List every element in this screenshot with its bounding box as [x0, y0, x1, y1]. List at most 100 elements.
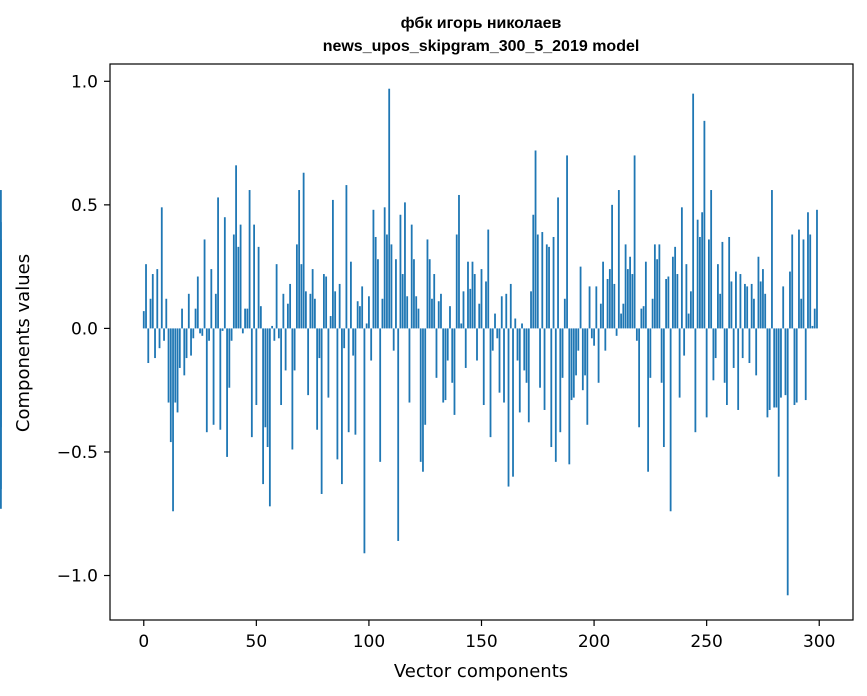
bar-220 — [638, 328, 641, 428]
bar-54 — [264, 328, 267, 428]
bar-155 — [491, 328, 494, 351]
bar-144 — [467, 261, 469, 329]
bar-279 — [771, 190, 773, 329]
x-tick-label: 0 — [138, 632, 149, 652]
bar-122 — [417, 308, 420, 329]
bar-260 — [728, 236, 731, 329]
bar-106 — [381, 298, 384, 329]
x-tick-label: 200 — [578, 632, 610, 652]
bar-73 — [307, 328, 310, 396]
bar-266 — [741, 328, 744, 359]
bar-285 — [784, 328, 787, 396]
bar-208 — [611, 204, 613, 329]
bar-107 — [383, 207, 386, 329]
bar-241 — [685, 264, 688, 329]
bar-56 — [268, 328, 271, 507]
bar-75 — [311, 269, 314, 329]
bar-190 — [570, 328, 573, 401]
bar-261 — [730, 281, 733, 329]
bar-180 — [548, 246, 550, 329]
bar-45 — [244, 308, 246, 329]
bar-70 — [300, 264, 303, 329]
bar-226 — [651, 298, 654, 329]
bar-167 — [518, 328, 521, 413]
bar-199 — [590, 328, 593, 339]
bar-23 — [194, 308, 197, 329]
bar-166 — [516, 328, 519, 361]
bar-250 — [705, 328, 708, 418]
bar-270 — [750, 283, 753, 329]
x-tick-label: 250 — [690, 632, 722, 652]
bar-71 — [302, 172, 305, 329]
bar-174 — [534, 150, 537, 329]
bar-88 — [341, 328, 343, 485]
bar-206 — [606, 278, 609, 329]
x-tick-label: 150 — [465, 632, 497, 652]
bar-79 — [320, 328, 323, 494]
bar-83 — [329, 316, 332, 329]
bar-58 — [273, 328, 276, 341]
bar-124 — [422, 328, 424, 472]
bar-248 — [701, 212, 704, 329]
bar-undefined — [0, 328, 2, 509]
bar-210 — [615, 328, 618, 336]
bar-211 — [617, 190, 620, 329]
bar-164 — [512, 328, 514, 477]
bar-224 — [647, 328, 650, 472]
bar-134 — [444, 328, 447, 401]
bar-157 — [496, 328, 499, 339]
bar-231 — [662, 328, 665, 448]
chart-title-line2: news_upos_skipgram_300_5_2019 model — [323, 38, 640, 55]
bar-235 — [671, 256, 674, 329]
bar-74 — [309, 293, 312, 329]
bar-52 — [259, 306, 262, 329]
bar-150 — [480, 269, 483, 329]
bar-202 — [597, 328, 600, 383]
plot-area-frame — [109, 63, 854, 621]
y-tick-label: −1.0 — [57, 567, 98, 587]
bar-136 — [449, 306, 451, 329]
bar-229 — [658, 244, 661, 329]
bar-209 — [613, 283, 616, 329]
bar-4 — [151, 274, 154, 329]
bar-102 — [372, 209, 375, 329]
bar-72 — [304, 291, 307, 329]
bar-123 — [419, 328, 422, 462]
bar-125 — [424, 328, 427, 425]
bar-298 — [813, 308, 816, 329]
bar-184 — [557, 197, 559, 329]
bar-187 — [563, 298, 566, 329]
bar-153 — [487, 229, 490, 329]
bar-93 — [352, 328, 355, 356]
bar-13 — [172, 328, 174, 512]
y-tick-label: 0.5 — [71, 196, 98, 216]
bar-200 — [593, 328, 595, 346]
bar-48 — [250, 328, 253, 438]
x-tick-label: 50 — [246, 632, 268, 652]
bar-19 — [185, 328, 188, 359]
bar-263 — [735, 271, 737, 329]
bar-192 — [575, 328, 577, 376]
bar-255 — [717, 264, 719, 329]
bar-29 — [208, 328, 210, 341]
bar-121 — [415, 296, 418, 329]
bar-203 — [599, 303, 602, 329]
bar-51 — [257, 246, 260, 329]
bar-143 — [464, 328, 467, 368]
bar-196 — [584, 328, 586, 376]
bar-295 — [807, 212, 809, 329]
bar-118 — [408, 328, 411, 403]
bar-12 — [169, 328, 172, 443]
bar-287 — [789, 271, 791, 329]
bar-9 — [163, 328, 165, 341]
bar-127 — [428, 259, 431, 329]
bar-216 — [629, 256, 631, 329]
bar-198 — [588, 286, 591, 329]
bar-272 — [755, 328, 758, 376]
bar-292 — [800, 298, 803, 329]
bar-138 — [453, 328, 456, 415]
bar-135 — [446, 328, 449, 361]
bar-170 — [525, 328, 528, 383]
bar-191 — [572, 328, 575, 398]
bar-165 — [514, 318, 517, 329]
